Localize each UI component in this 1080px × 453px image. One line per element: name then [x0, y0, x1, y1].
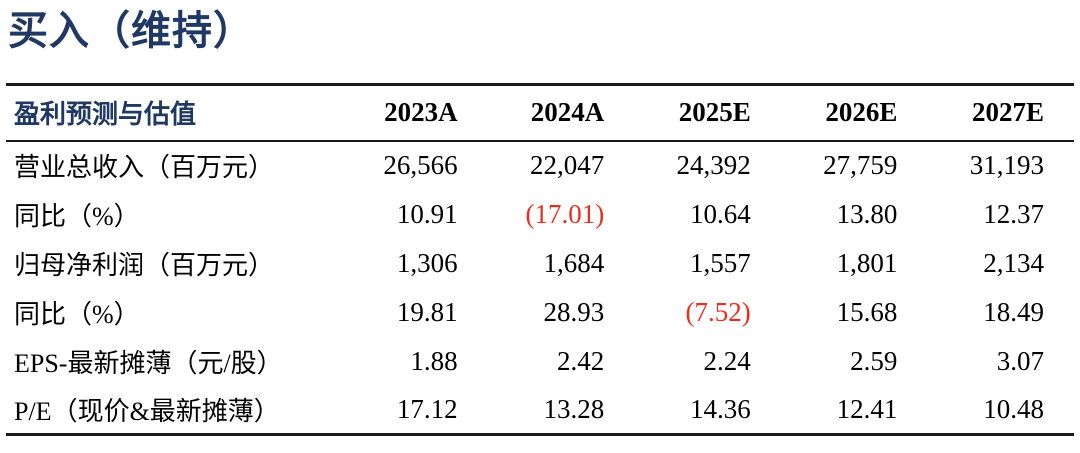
- cell-value: 31,193: [969, 150, 1044, 180]
- cell-value: 27,759: [823, 150, 898, 180]
- cell-value: 10.91: [396, 198, 458, 229]
- cell-value: 1,306: [396, 247, 458, 278]
- cell-value: 17.12: [396, 393, 458, 424]
- cell-value: 2.24: [703, 345, 751, 376]
- cell-value: 13.80: [836, 198, 898, 229]
- table-row-revenue-yoy: 同比（%） 10.91 (17.01) 10.64 13.80 12.37: [6, 190, 1074, 239]
- forecast-table: 盈利预测与估值 2023A 2024A 2025E 2026E 2027E 营业…: [6, 83, 1074, 436]
- cell-value: 19.81: [396, 296, 458, 327]
- cell-value: 18.49: [983, 296, 1044, 327]
- row-label: 同比（%）: [14, 201, 140, 231]
- cell-value: 22,047: [529, 150, 605, 180]
- cell-value: 2.42: [556, 345, 605, 376]
- col-header-2023a: 2023A: [341, 84, 488, 142]
- table-row-revenue: 营业总收入（百万元） 26,566 22,047 24,392 27,759 3…: [6, 141, 1074, 190]
- table-title: 盈利预测与估值: [6, 84, 341, 142]
- table-row-pe: P/E（现价&最新摊薄） 17.12 13.28 14.36 12.41 10.…: [6, 386, 1074, 435]
- research-report-snippet: 买入（维持） 盈利预测与估值 2023A 2024A 2025E 2026E 2…: [6, 8, 1074, 436]
- cell-value: (7.52): [685, 296, 751, 327]
- table-row-net-profit: 归母净利润（百万元） 1,306 1,684 1,557 1,801 2,134: [6, 239, 1074, 288]
- cell-value: 24,392: [676, 150, 751, 180]
- cell-value: 1,557: [690, 247, 751, 278]
- row-label: 营业总收入（百万元）: [14, 153, 275, 182]
- row-label: 同比（%）: [14, 299, 140, 329]
- col-header-2027e: 2027E: [927, 84, 1074, 142]
- row-label: P/E（现价&最新摊薄）: [14, 396, 280, 426]
- cell-value: 2.59: [850, 345, 898, 376]
- cell-value: 10.48: [983, 393, 1044, 424]
- cell-value: 1,684: [543, 247, 605, 278]
- cell-value: 12.41: [836, 393, 898, 424]
- table-header-row: 盈利预测与估值 2023A 2024A 2025E 2026E 2027E: [6, 84, 1074, 142]
- cell-value: 13.28: [543, 393, 605, 424]
- cell-value: 1,801: [836, 247, 898, 278]
- cell-value: 10.64: [690, 198, 751, 229]
- cell-value: (17.01): [525, 198, 605, 229]
- col-header-2026e: 2026E: [780, 84, 928, 142]
- col-header-2024a: 2024A: [487, 84, 635, 142]
- row-label: 归母净利润（百万元）: [14, 250, 275, 280]
- cell-value: 3.07: [996, 345, 1044, 376]
- cell-value: 2,134: [983, 247, 1044, 278]
- table-row-eps: EPS-最新摊薄（元/股） 1.88 2.42 2.24 2.59 3.07: [6, 337, 1074, 386]
- cell-value: 26,566: [383, 150, 458, 180]
- cell-value: 12.37: [983, 198, 1044, 229]
- rating-title: 买入（维持）: [8, 8, 254, 53]
- cell-value: 14.36: [690, 393, 751, 424]
- row-label: EPS-最新摊薄（元/股）: [14, 348, 283, 378]
- cell-value: 1.88: [410, 345, 458, 376]
- col-header-2025e: 2025E: [634, 84, 781, 142]
- table-row-net-profit-yoy: 同比（%） 19.81 28.93 (7.52) 15.68 18.49: [6, 288, 1074, 337]
- cell-value: 28.93: [543, 296, 605, 327]
- cell-value: 15.68: [836, 296, 898, 327]
